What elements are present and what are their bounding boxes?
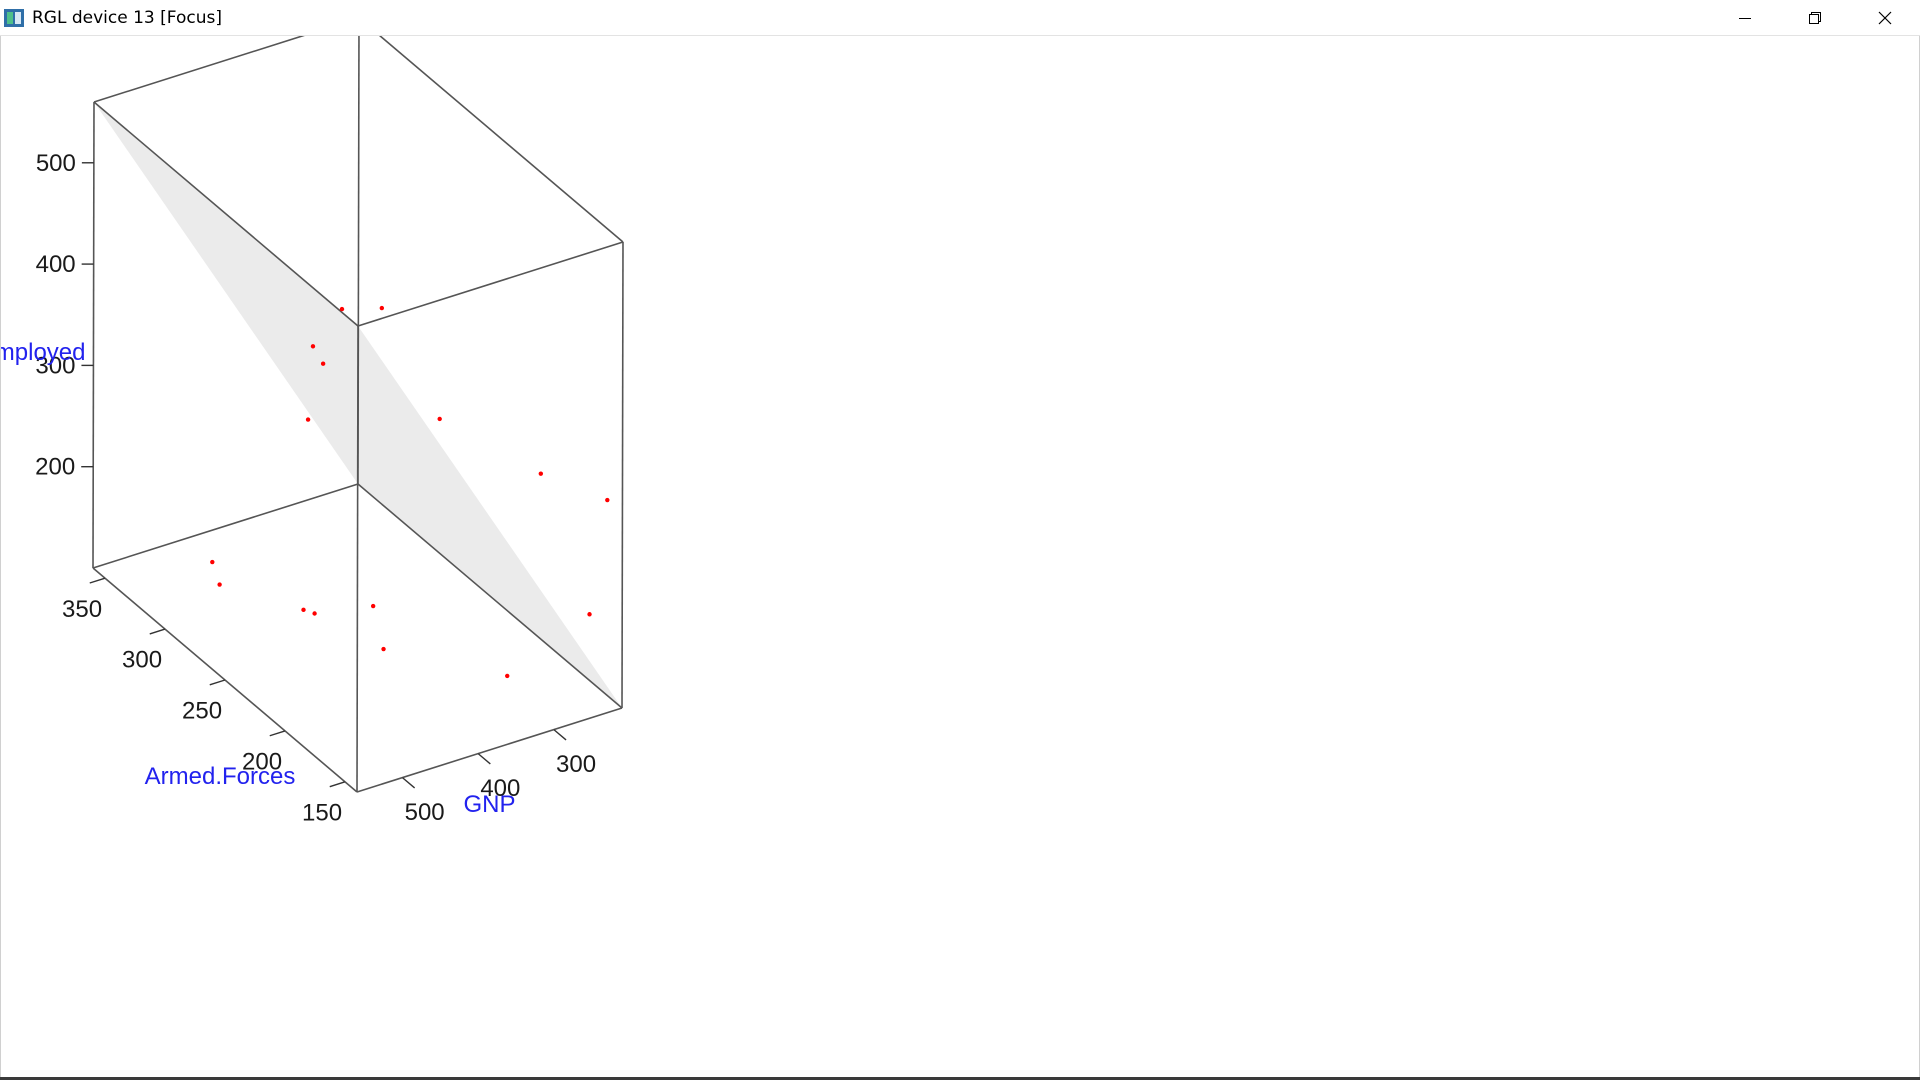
armed-forces-tick: [209, 679, 226, 686]
data-point: [505, 673, 510, 679]
close-icon: [1878, 11, 1892, 25]
window-controls: [1710, 0, 1920, 36]
box-edge: [621, 241, 624, 709]
restore-button[interactable]: [1780, 0, 1850, 36]
data-point: [305, 417, 311, 422]
data-point: [339, 306, 345, 312]
data-point: [210, 559, 215, 565]
data-point: [370, 603, 376, 609]
restore-icon: [1809, 12, 1821, 24]
rgl-app-icon: [4, 8, 24, 27]
box-edge: [357, 241, 624, 327]
points-layer: [210, 305, 610, 679]
gnp-axis-title: GNP: [463, 791, 515, 818]
rgl-canvas[interactable]: 300 400 500 150 200 250 300 350 200 300 400 500 GNP A…: [0, 36, 1920, 1077]
minimize-button[interactable]: [1710, 0, 1780, 36]
armed-forces-tick: [149, 628, 166, 635]
data-point: [379, 305, 385, 311]
data-point: [381, 646, 386, 652]
minimize-icon: [1739, 18, 1751, 19]
gnp-tick: [401, 777, 416, 789]
box-edge: [92, 483, 359, 569]
box-edge: [356, 325, 359, 793]
data-point: [310, 344, 316, 349]
armed-forces-tick: [89, 577, 106, 584]
gnp-tick-label: 300: [556, 751, 596, 778]
close-button[interactable]: [1850, 0, 1920, 36]
data-point: [538, 471, 544, 476]
box-edge: [93, 36, 305, 103]
box-edge: [92, 101, 95, 569]
bounding-box: [92, 36, 624, 793]
3d-scatter-plot[interactable]: 300 400 500 150 200 250 300 350 200 300 400 500 GNP A…: [1, 36, 1919, 1077]
armed-forces-tick: [269, 730, 286, 737]
armed-forces-axis-title: Armed.Forces: [145, 763, 296, 790]
unemployed-tick-label: 400: [36, 251, 76, 278]
title-bar: RGL device 13 [Focus]: [0, 0, 1920, 36]
armed-forces-tick-label: 350: [62, 596, 102, 623]
data-point: [301, 607, 306, 613]
armed-forces-tick-label: 250: [182, 698, 222, 725]
data-point: [217, 582, 222, 587]
box-edge: [356, 707, 623, 793]
box-edge: [378, 36, 624, 243]
data-point: [312, 611, 317, 616]
data-point: [605, 497, 610, 503]
box-edge: [93, 101, 359, 327]
data-point: [437, 416, 442, 422]
data-point: [587, 612, 592, 617]
unemployed-tick-label: 200: [35, 454, 75, 481]
box-edge: [357, 483, 623, 709]
unemployed-tick-label: 500: [36, 150, 76, 177]
gnp-tick: [477, 753, 491, 765]
unemployed-tick-label: 300: [35, 352, 75, 379]
bottom-border: [0, 1077, 1920, 1080]
unemployed-axis-title: Unemployed: [1, 339, 86, 366]
armed-forces-tick-label: 300: [122, 647, 162, 674]
gnp-tick-label: 500: [405, 799, 445, 826]
axis-labels: 300 400 500 150 200 250 300 350 200 300 400 500 GNP A…: [1, 150, 596, 827]
armed-forces-tick-label: 200: [242, 749, 282, 776]
gnp-tick-label: 400: [480, 775, 520, 802]
window-title: RGL device 13 [Focus]: [32, 7, 222, 28]
armed-forces-tick-label: 150: [302, 799, 342, 826]
armed-forces-tick: [329, 781, 346, 788]
data-point: [320, 361, 326, 366]
tick-marks: [81, 162, 567, 789]
gnp-tick: [553, 729, 567, 741]
